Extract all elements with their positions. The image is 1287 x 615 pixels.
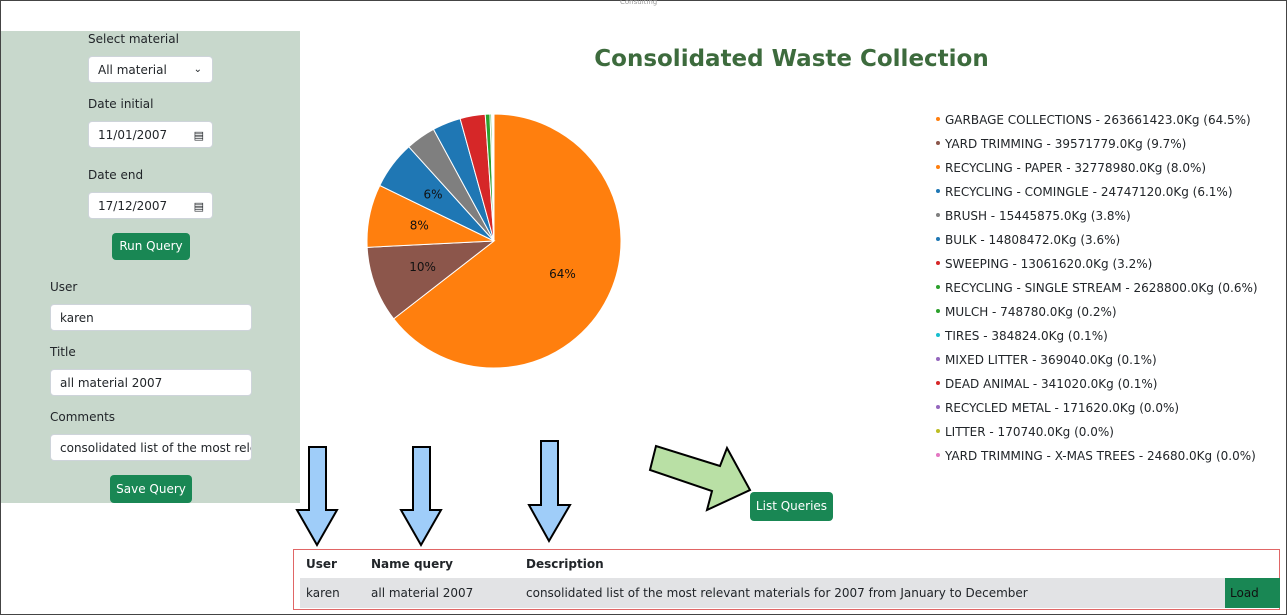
legend-label: YARD TRIMMING - X-MAS TREES - 24680.0Kg … xyxy=(945,449,1256,463)
chart-title: Consolidated Waste Collection xyxy=(594,46,989,72)
legend-item: BRUSH - 15445875.0Kg (3.8%) xyxy=(936,207,1258,231)
legend-item: LITTER - 170740.0Kg (0.0%) xyxy=(936,423,1258,447)
legend-item: YARD TRIMMING - X-MAS TREES - 24680.0Kg … xyxy=(936,447,1258,471)
pie-slice xyxy=(366,240,496,320)
column-header: Name query xyxy=(371,557,453,571)
legend-item: TIRES - 384824.0Kg (0.1%) xyxy=(936,327,1258,351)
legend-swatch xyxy=(936,213,940,217)
legend-label: BULK - 14808472.0Kg (3.6%) xyxy=(945,233,1121,247)
legend-swatch xyxy=(936,405,940,409)
legend-swatch xyxy=(936,141,940,145)
date-initial-value: 11/01/2007 xyxy=(98,128,168,142)
legend-item: RECYCLING - COMINGLE - 24747120.0Kg (6.1… xyxy=(936,183,1258,207)
legend-item: RECYCLING - SINGLE STREAM - 2628800.0Kg … xyxy=(936,279,1258,303)
slice-label: 8% xyxy=(410,218,429,232)
legend-swatch xyxy=(936,381,940,385)
pie-slice xyxy=(392,113,622,369)
date-end-value: 17/12/2007 xyxy=(98,199,168,213)
comments-label: Comments xyxy=(50,410,116,424)
legend-item: RECYCLING - PAPER - 32778980.0Kg (8.0%) xyxy=(936,159,1258,183)
legend-swatch xyxy=(936,285,940,289)
legend-label: SWEEPING - 13061620.0Kg (3.2%) xyxy=(945,257,1153,271)
user-value: karen xyxy=(60,311,94,325)
select-material-label: Select material xyxy=(88,32,179,46)
column-header: User xyxy=(306,557,337,571)
legend-label: RECYCLING - COMINGLE - 24747120.0Kg (6.1… xyxy=(945,185,1233,199)
legend-label: MULCH - 748780.0Kg (0.2%) xyxy=(945,305,1117,319)
legend-label: BRUSH - 15445875.0Kg (3.8%) xyxy=(945,209,1131,223)
date-end-input[interactable]: 17/12/2007 ▤ xyxy=(88,192,213,219)
legend-item: MULCH - 748780.0Kg (0.2%) xyxy=(936,303,1258,327)
brand: Consulting xyxy=(620,0,658,6)
date-end-label: Date end xyxy=(88,168,144,182)
save-query-button[interactable]: Save Query xyxy=(110,475,192,503)
comments-input[interactable]: consolidated list of the most relev xyxy=(50,434,252,461)
arrow xyxy=(295,446,339,548)
title-label: Title xyxy=(50,345,76,359)
arrow xyxy=(399,446,443,548)
legend-label: RECYCLED METAL - 171620.0Kg (0.0%) xyxy=(945,401,1180,415)
query-form xyxy=(1,31,300,503)
table-cell: all material 2007 xyxy=(371,586,474,600)
comments-value: consolidated list of the most relev xyxy=(60,441,252,455)
slice-label: 64% xyxy=(549,267,576,281)
arrow xyxy=(527,440,572,544)
legend-label: DEAD ANIMAL - 341020.0Kg (0.1%) xyxy=(945,377,1158,391)
list-queries-button[interactable]: List Queries xyxy=(750,492,833,521)
table-cell: karen xyxy=(306,586,340,600)
arrow xyxy=(648,444,752,512)
legend-label: MIXED LITTER - 369040.0Kg (0.1%) xyxy=(945,353,1157,367)
legend-swatch xyxy=(936,165,940,169)
title-input[interactable]: all material 2007 xyxy=(50,369,252,396)
calendar-icon: ▤ xyxy=(193,200,204,213)
legend-item: MIXED LITTER - 369040.0Kg (0.1%) xyxy=(936,351,1258,375)
legend-item: RECYCLED METAL - 171620.0Kg (0.0%) xyxy=(936,399,1258,423)
material-select[interactable]: All material ⌄ xyxy=(88,56,213,83)
legend-label: RECYCLING - SINGLE STREAM - 2628800.0Kg … xyxy=(945,281,1258,295)
calendar-icon: ▤ xyxy=(193,129,204,142)
legend-label: RECYCLING - PAPER - 32778980.0Kg (8.0%) xyxy=(945,161,1207,175)
chevron: ⌄ xyxy=(193,64,202,75)
legend-swatch xyxy=(936,429,940,433)
legend-label: TIRES - 384824.0Kg (0.1%) xyxy=(945,329,1108,343)
legend-item: BULK - 14808472.0Kg (3.6%) xyxy=(936,231,1258,255)
legend-swatch xyxy=(936,333,940,337)
legend-label: GARBAGE COLLECTIONS - 263661423.0Kg (64.… xyxy=(945,113,1251,127)
slice-label: 10% xyxy=(409,260,436,274)
load-button[interactable]: Load xyxy=(1225,578,1280,608)
legend-swatch xyxy=(936,117,940,121)
table-row xyxy=(300,578,1225,608)
legend-item: SWEEPING - 13061620.0Kg (3.2%) xyxy=(936,255,1258,279)
legend: GARBAGE COLLECTIONS - 263661423.0Kg (64.… xyxy=(936,111,1258,471)
legend-item: YARD TRIMMING - 39571779.0Kg (9.7%) xyxy=(936,135,1258,159)
annotation-arrows xyxy=(295,440,752,548)
date-initial-label: Date initial xyxy=(88,97,154,111)
run-query-button[interactable]: Run Query xyxy=(112,233,190,260)
column-header: Description xyxy=(526,557,604,571)
legend-swatch xyxy=(936,309,940,313)
legend-swatch xyxy=(936,261,940,265)
legend-swatch xyxy=(936,189,940,193)
table-cell: consolidated list of the most relevant m… xyxy=(526,586,1028,600)
date-initial-input[interactable]: 11/01/2007 ▤ xyxy=(88,121,213,148)
user-input[interactable]: karen xyxy=(50,304,252,331)
legend-label: LITTER - 170740.0Kg (0.0%) xyxy=(945,425,1114,439)
legend-swatch xyxy=(936,237,940,241)
legend-item: GARBAGE COLLECTIONS - 263661423.0Kg (64.… xyxy=(936,111,1258,135)
legend-item: DEAD ANIMAL - 341020.0Kg (0.1%) xyxy=(936,375,1258,399)
slice-label: 6% xyxy=(424,188,443,202)
legend-swatch xyxy=(936,453,940,457)
title-value: all material 2007 xyxy=(60,376,163,390)
user-label: User xyxy=(50,280,78,294)
material-select-value: All material xyxy=(98,63,167,77)
legend-label: YARD TRIMMING - 39571779.0Kg (9.7%) xyxy=(945,137,1187,151)
legend-swatch xyxy=(936,357,940,361)
